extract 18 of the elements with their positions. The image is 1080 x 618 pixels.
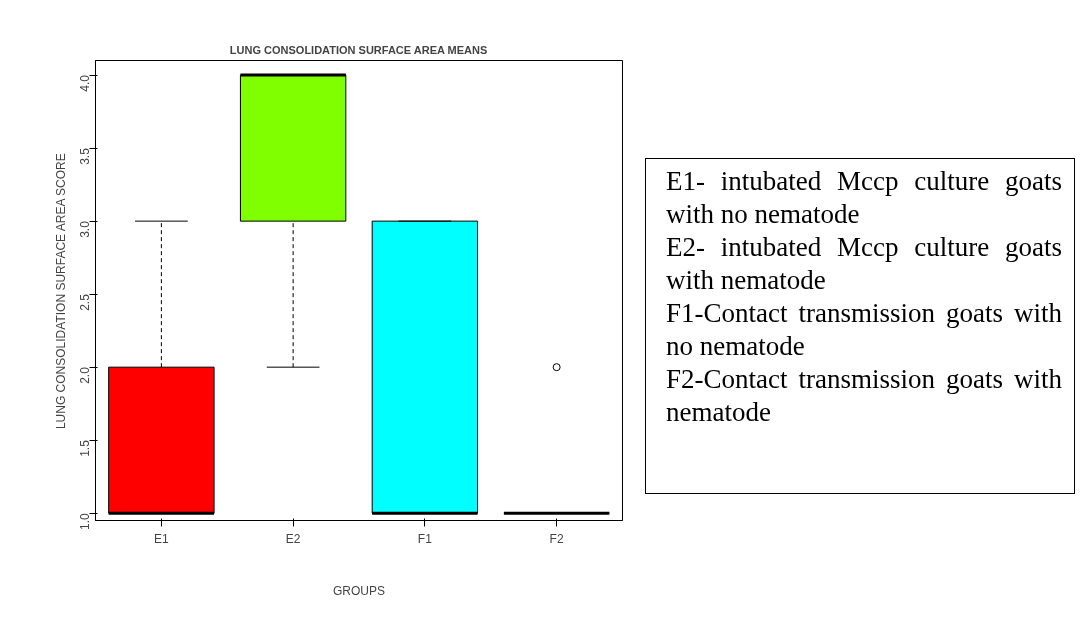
text: E1- intubated Mccp culture goats with no nematode [666,165,1062,231]
y-tick-label: 4.0 [78,74,92,92]
x-axis-title: GROUPS [333,583,386,598]
y-axis-title: LUNG CONSOLIDATION SURFACE AREA SCORE [53,153,68,430]
y-tick-label: 2.5 [78,293,92,311]
text: F2-Contact transmission goats with nematode [666,363,1062,429]
y-tick-label: 1.5 [78,439,92,457]
x-tick-label: F1 [417,531,433,546]
y-tick-label: 3.5 [78,147,92,165]
y-tick-label: 2.0 [78,366,92,384]
x-tick-label: E2 [285,531,301,546]
y-tick-label: 1.0 [78,512,92,530]
chart-title: LUNG CONSOLIDATION SURFACE AREA MEANS [229,43,488,56]
x-tick-label: E1 [154,531,170,546]
y-tick-label: 3.0 [78,220,92,238]
text: E2- intubated Mccp culture goats with nematode [666,231,1062,297]
text: F1-Contact transmission goats with no nematode [666,297,1062,363]
x-tick-label: F2 [549,531,564,546]
